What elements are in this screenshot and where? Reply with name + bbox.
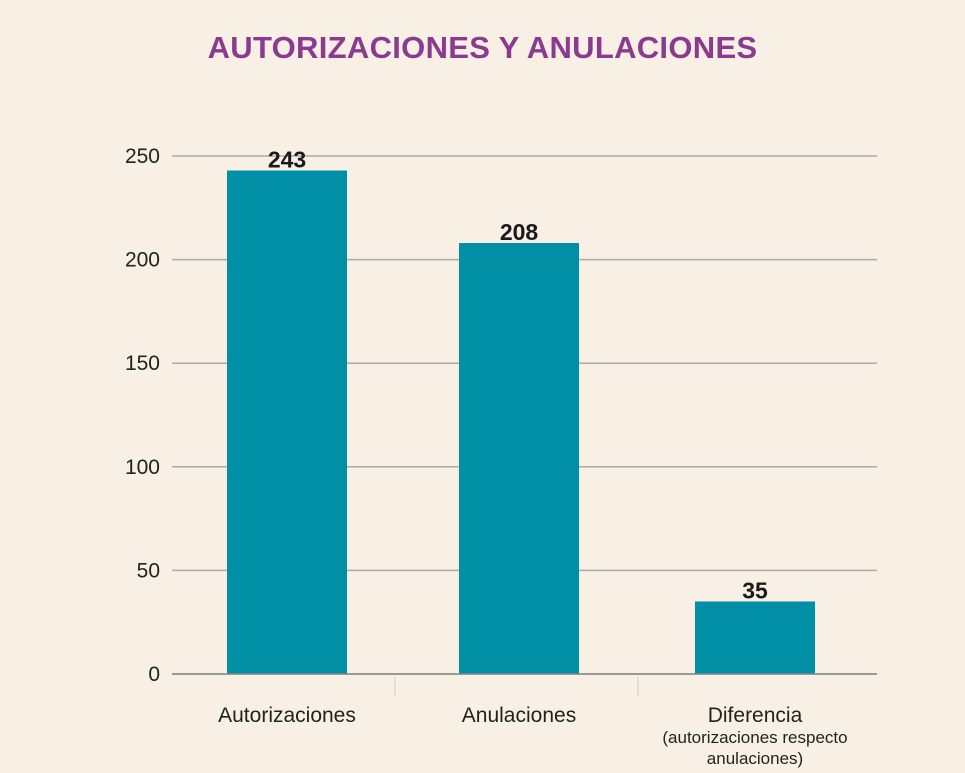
x-tick-label: Autorizaciones	[218, 704, 356, 727]
x-tick-label: Diferencia	[708, 704, 803, 727]
bar	[227, 170, 347, 674]
data-label: 35	[742, 577, 768, 603]
y-tick-label: 200	[125, 249, 160, 272]
data-label: 208	[500, 219, 539, 245]
x-tick-sublabel: (autorizaciones respecto anulaciones)	[662, 728, 847, 768]
x-tick-label: Anulaciones	[462, 704, 576, 727]
chart-title: AUTORIZACIONES Y ANULACIONES	[207, 30, 758, 65]
data-label: 243	[268, 147, 306, 173]
x-tick-sublabel-line: (autorizaciones respecto	[662, 728, 847, 747]
y-tick-label: 50	[137, 559, 160, 582]
y-tick-label: 0	[148, 663, 160, 686]
y-tick-label: 150	[125, 352, 160, 375]
y-tick-label: 100	[125, 456, 160, 479]
bar	[695, 601, 815, 674]
x-tick-sublabel-line: anulaciones)	[707, 749, 803, 768]
bar	[459, 243, 579, 675]
y-tick-label: 250	[125, 145, 160, 168]
